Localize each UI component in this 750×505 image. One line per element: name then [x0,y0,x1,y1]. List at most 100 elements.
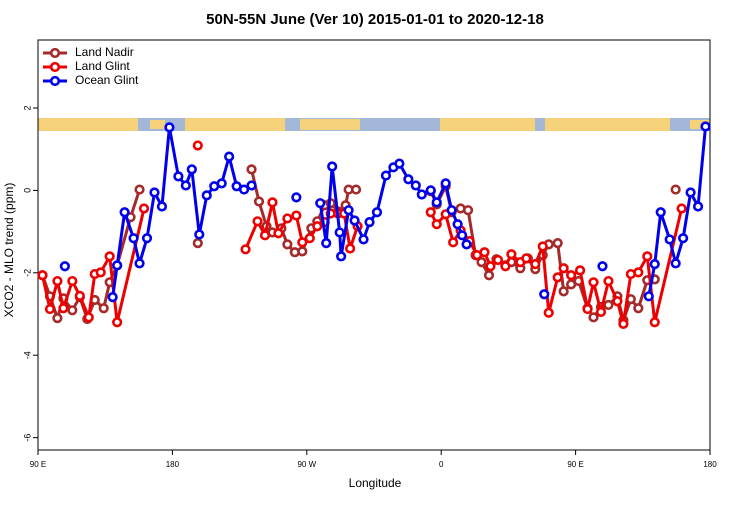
point [452,219,463,230]
land-ocean-strip [38,118,710,131]
point [345,243,356,254]
point [83,312,94,323]
legend-marker [49,47,61,59]
x-tick-label: 90 E [567,460,583,469]
point [58,303,69,314]
point [582,303,593,315]
chart-title: 50N-55N June (Ver 10) 2015-01-01 to 2020… [206,11,544,28]
point [649,259,660,270]
point [692,201,704,212]
point [537,241,548,252]
legend-label: Ocean Glint [75,73,139,87]
legend-label: Land Glint [75,59,130,73]
point [312,221,323,232]
point [67,275,78,287]
point [685,187,696,198]
point [267,197,278,208]
point [259,230,271,241]
legend-marker [49,61,61,73]
point [164,122,175,133]
point [539,289,550,300]
point [192,238,203,249]
point [649,317,660,328]
point [403,174,414,185]
point [479,247,490,258]
point [44,303,56,315]
point [371,207,383,218]
point [364,217,375,228]
point [52,275,63,287]
point [304,233,315,244]
point [457,230,468,241]
point [558,263,569,274]
point [59,261,70,272]
point [336,251,347,262]
point [134,184,145,195]
point [216,178,227,189]
point [67,305,78,316]
point [186,164,197,175]
point [192,140,203,151]
point [112,317,123,328]
point [410,180,421,191]
point [431,219,442,230]
point [128,233,139,244]
x-axis-label: Longitude [349,476,402,490]
point [612,296,623,307]
point [119,207,130,218]
y-tick-label: -2 [22,269,32,277]
y-tick-label: 0 [22,188,32,193]
point [334,227,345,238]
point [201,190,212,201]
point [588,277,599,288]
point [321,238,332,249]
point [394,158,405,169]
point [492,254,504,266]
point [141,233,153,244]
point [643,291,654,302]
point [700,121,711,132]
point [483,270,495,281]
point [253,196,265,207]
point [194,229,205,240]
point [446,205,457,216]
point [349,215,360,226]
point [588,312,599,323]
legend-marker [49,75,61,87]
point [273,228,284,239]
point [240,244,251,255]
point [603,299,614,311]
point [618,318,629,330]
point [297,237,308,248]
point [655,207,666,218]
point [95,267,106,278]
point [107,292,118,303]
point [440,178,451,189]
point [246,180,257,191]
point [134,258,145,269]
point [104,251,115,262]
point [327,161,338,172]
x-tick-label: 90 W [297,460,316,469]
point [52,313,63,324]
point [431,197,442,208]
point [98,303,109,314]
point [149,187,160,198]
point [425,185,436,196]
y-tick-label: -4 [22,351,32,359]
point [506,249,517,260]
point [558,286,569,297]
point [297,246,308,257]
point [476,257,487,268]
point [380,170,392,181]
legend-label: Land Nadir [75,45,134,59]
x-tick-label: 90 E [30,460,46,469]
point [282,213,293,224]
point [642,251,653,262]
point [461,239,472,250]
point [676,203,687,214]
point [416,189,427,200]
point [156,201,168,212]
point [543,307,554,318]
